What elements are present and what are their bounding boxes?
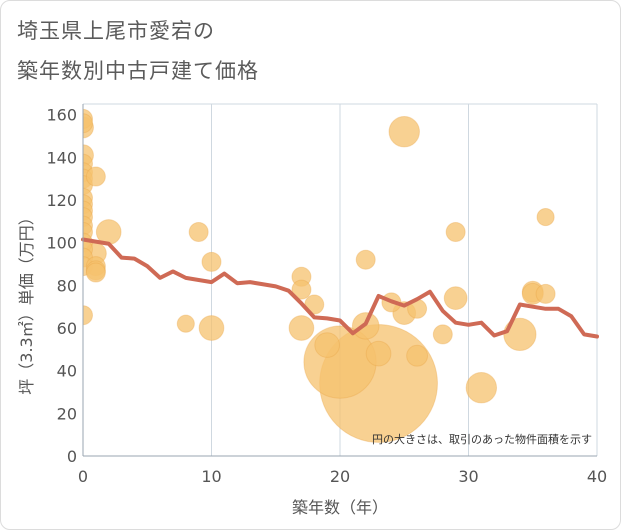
data-bubble (198, 315, 225, 341)
data-bubble (445, 222, 466, 242)
chart-title-line2: 築年数別中古戸建て価格 (17, 59, 259, 83)
y-tick-label: 60 (57, 319, 77, 338)
y-tick-label: 120 (46, 191, 77, 210)
x-tick-label: 10 (201, 467, 221, 486)
y-tick-label: 0 (67, 447, 77, 466)
x-axis-title: 築年数（年） (292, 498, 388, 517)
data-bubble (443, 286, 468, 311)
data-bubble (503, 317, 537, 352)
data-bubble (535, 283, 556, 304)
bubble-size-note: 円の大きさは、取引のあった物件面積を示す (372, 432, 592, 446)
bubble-layer (83, 108, 556, 443)
data-bubble (314, 332, 340, 358)
data-bubble (188, 222, 209, 242)
data-bubble (536, 208, 555, 227)
chart-title-line1: 埼玉県上尾市愛宕の (17, 19, 215, 43)
x-tick-label: 0 (78, 467, 88, 486)
data-bubble (465, 372, 498, 404)
data-bubble (176, 314, 195, 333)
data-bubble (83, 305, 93, 326)
data-bubble (388, 116, 420, 148)
data-bubble (432, 324, 453, 345)
y-tick-label: 100 (46, 234, 77, 253)
x-tick-label: 40 (587, 467, 607, 486)
y-tick-label: 20 (57, 404, 77, 423)
y-tick-label: 80 (57, 276, 77, 295)
trend-line (81, 237, 599, 339)
data-bubble (355, 249, 376, 270)
y-tick-label: 160 (46, 106, 77, 125)
data-bubble (291, 279, 312, 300)
data-bubble (85, 262, 106, 283)
trend-line-layer (81, 237, 599, 339)
x-tick-label: 20 (330, 467, 350, 486)
y-tick-label: 40 (57, 362, 77, 381)
data-bubble (288, 315, 315, 341)
axis-layer: 0 10 20 30 40 0 20 40 60 80 100 120 140 160 (46, 104, 607, 486)
data-bubble (201, 251, 222, 272)
data-bubble (365, 340, 392, 367)
data-bubble (83, 113, 93, 134)
y-tick-label: 140 (46, 148, 77, 167)
data-bubble (406, 344, 429, 367)
x-tick-label: 30 (458, 467, 478, 486)
data-bubble (85, 166, 106, 187)
y-axis-title: 坪（3.3㎡）単価（万円） (17, 209, 36, 394)
